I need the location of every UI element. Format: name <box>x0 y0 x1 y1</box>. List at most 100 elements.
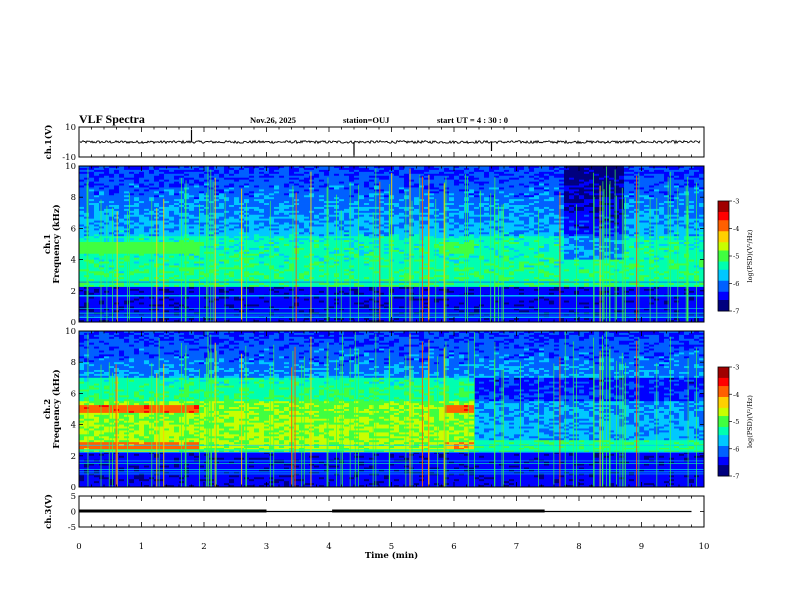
spectrogram-cell <box>359 206 365 210</box>
spectrogram-cell <box>309 212 315 216</box>
spectrogram-cell <box>184 224 190 227</box>
spectrogram-cell <box>284 242 290 245</box>
spectrogram-cell <box>134 210 140 214</box>
spectrogram-cell <box>374 267 380 270</box>
spectrogram-cell <box>79 265 85 268</box>
spectrogram-cell <box>99 193 105 196</box>
spectrogram-cell <box>79 210 85 214</box>
spectrogram-cell <box>124 273 130 276</box>
spectrogram-cell <box>314 245 320 249</box>
spectrogram-cell <box>134 206 140 210</box>
spectrogram-cell <box>349 173 355 177</box>
spectrogram-cell <box>89 314 95 317</box>
spectrogram-cell <box>124 310 130 313</box>
spectrogram-cell <box>119 171 125 175</box>
spectrogram-cell <box>284 222 290 225</box>
spectrogram-cell <box>114 203 120 206</box>
spectrogram-cell <box>289 240 295 243</box>
spectrogram-cell <box>379 263 385 266</box>
spectrogram-cell <box>289 249 295 253</box>
spectrogram-cell <box>199 279 205 282</box>
spectrogram-cell <box>209 218 215 221</box>
spectrogram-cell <box>249 279 255 282</box>
spectrogram-cell <box>309 216 315 220</box>
spectrogram-cell <box>159 236 165 239</box>
spectrogram-cell <box>259 259 265 262</box>
spectrogram-cell <box>189 208 195 212</box>
spectrogram-cell <box>224 310 230 313</box>
spectrogram-cell <box>304 267 310 270</box>
spectrogram-cell <box>224 210 230 214</box>
spectrogram-cell <box>279 206 285 210</box>
spectrogram-cell <box>254 320 260 323</box>
spectrogram-cell <box>364 273 370 276</box>
spectrogram-cell <box>79 230 85 233</box>
spectrogram-cell <box>134 199 140 202</box>
spectrogram-cell <box>209 288 215 292</box>
spectrogram-cell <box>174 242 180 245</box>
spectrogram-cell <box>154 181 160 184</box>
spectrogram-cell <box>254 230 260 233</box>
spectrogram-cell <box>229 242 235 245</box>
spectrogram-cell <box>119 234 125 237</box>
spectrogram-cell <box>99 290 105 294</box>
spectrogram-cell <box>299 171 305 175</box>
spectrogram-cell <box>304 318 310 321</box>
spectrogram-cell <box>114 167 120 171</box>
spectrogram-cell <box>284 167 290 171</box>
spectrogram-cell <box>199 318 205 321</box>
spectrogram-cell <box>289 212 295 216</box>
spectrogram-cell <box>144 304 150 307</box>
spectrogram-cell <box>124 306 130 309</box>
spectrogram-cell <box>189 228 195 231</box>
spectrogram-cell <box>254 247 260 251</box>
spectrogram-cell <box>109 253 115 257</box>
spectrogram-cell <box>194 230 200 233</box>
spectrogram-cell <box>379 177 385 181</box>
spectrogram-cell <box>159 251 165 255</box>
spectrogram-cell <box>199 175 205 179</box>
spectrogram-cell <box>194 244 200 247</box>
spectrogram-cell <box>324 177 330 181</box>
spectrogram-cell <box>374 177 380 181</box>
spectrogram-cell <box>104 189 110 192</box>
spectrogram-cell <box>204 175 210 179</box>
spectrogram-cell <box>379 318 385 321</box>
spectrogram-cell <box>354 253 360 257</box>
spectrogram-cell <box>299 220 305 223</box>
spectrogram-cell <box>309 253 315 257</box>
spectrogram-cell <box>99 304 105 307</box>
spectrogram-cell <box>249 257 255 260</box>
spectrogram-cell <box>319 201 325 204</box>
spectrogram-cell <box>214 290 220 294</box>
spectrogram-cell <box>364 269 370 272</box>
spectrogram-cell <box>129 247 135 251</box>
spectrogram-cell <box>359 169 365 173</box>
spectrogram-cell <box>94 265 100 268</box>
spectrogram-cell <box>124 169 130 173</box>
spectrogram-cell <box>249 249 255 253</box>
spectrogram-cell <box>199 208 205 212</box>
spectrogram-cell <box>299 247 305 251</box>
spectrogram-cell <box>144 296 150 299</box>
spectrogram-cell <box>249 216 255 220</box>
spectrogram-cell <box>94 310 100 313</box>
spectrogram-cell <box>194 247 200 251</box>
spectrogram-cell <box>234 244 240 247</box>
spectrogram-cell <box>184 195 190 198</box>
spectrogram-cell <box>164 177 170 181</box>
spectrogram-cell <box>309 208 315 212</box>
spectrogram-cell <box>229 193 235 196</box>
spectrogram-cell <box>274 292 280 296</box>
spectrogram-cell <box>374 298 380 301</box>
spectrogram-cell <box>219 234 225 237</box>
spectrogram-cell <box>134 179 140 182</box>
spectrogram-cell <box>314 222 320 225</box>
spectrogram-cell <box>124 189 130 192</box>
spectrogram-cell <box>284 234 290 237</box>
spectrogram-cell <box>194 222 200 225</box>
spectrogram-cell <box>264 179 270 182</box>
spectrogram-cell <box>119 214 125 218</box>
spectrogram-cell <box>369 290 375 294</box>
spectrogram-cell <box>89 187 95 190</box>
